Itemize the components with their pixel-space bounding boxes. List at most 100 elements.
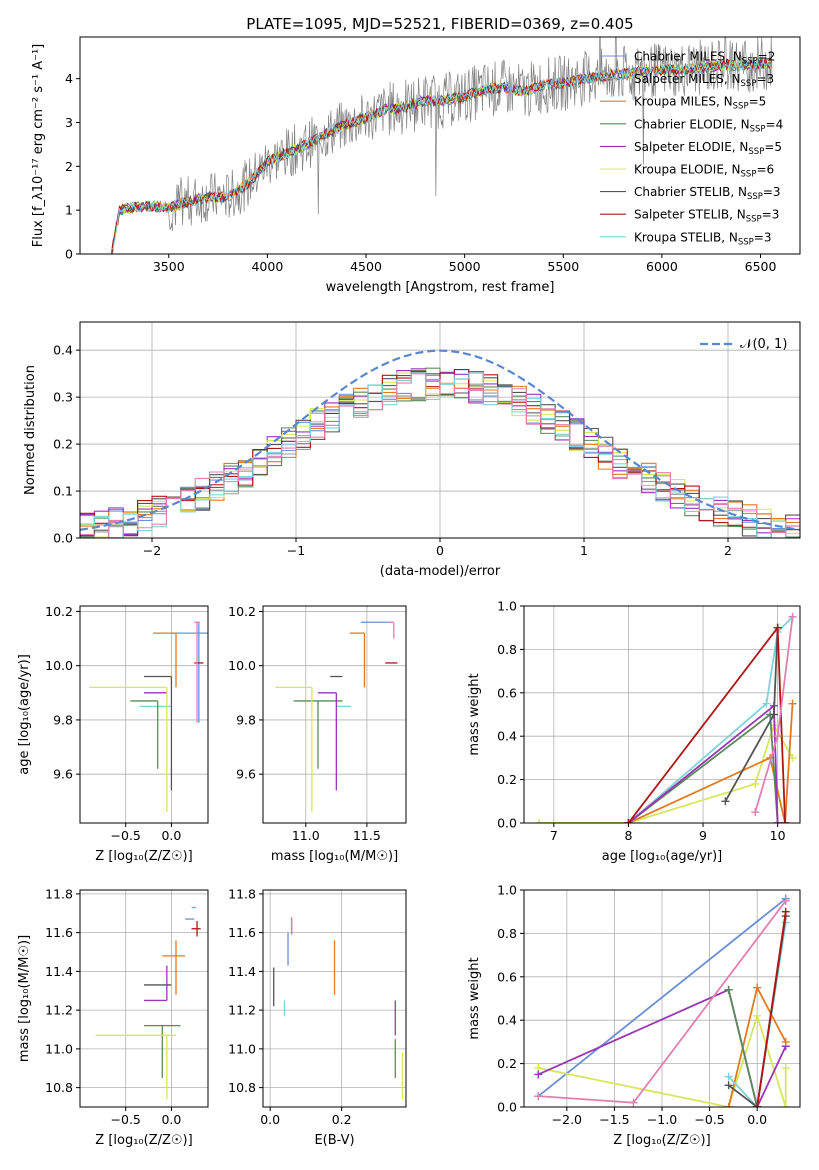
y-tick-label: 0.1 — [53, 484, 73, 499]
y-tick-label: 0 — [65, 247, 73, 262]
mass-weight-marker — [624, 819, 633, 823]
model-spectrum — [111, 57, 772, 254]
mass-weight-marker — [724, 1103, 733, 1107]
panel-residuals: −2 −1 0 1 2 0.0 0.1 0.2 0.3 0.4 (data-model)/error… — [23, 321, 801, 579]
x-tick-label: 1 — [580, 543, 588, 558]
y-tick-label: 1.0 — [497, 599, 517, 614]
y-tick-label: 11.8 — [45, 886, 73, 901]
y-tick-label: 3 — [65, 115, 73, 130]
axes-frame — [79, 889, 209, 1108]
panel-mass_weight_vs_age: 7 8 9 10 0.0 0.2 0.4 0.6 0.8 1.0 age [log₁₀(age/yr… — [467, 599, 801, 864]
mass-weight-marker — [773, 623, 782, 632]
y-tick-label: 0.2 — [53, 437, 73, 452]
x-tick-label: 3500 — [153, 259, 185, 274]
mass-weight-marker — [781, 1103, 790, 1107]
mass-weight-marker — [781, 907, 790, 916]
y-tick-label: 11.2 — [228, 1003, 256, 1018]
y-tick-label: 10.0 — [45, 658, 73, 673]
legend-label: Salpeter MILES, NSSP=3 — [634, 72, 774, 89]
x-axis-label: mass [log₁₀(M/M☉)] — [271, 849, 398, 864]
y-axis-label: Normed distribution — [23, 365, 38, 495]
y-tick-label: 9.8 — [53, 712, 73, 727]
panel-mass_vs_ebv: 0.0 0.2 10.8 11.0 11.2 11.4 11.6 11.8 E(B-V) — [228, 886, 407, 1148]
legend-label: Salpeter ELODIE, NSSP=5 — [634, 140, 782, 157]
x-axis-label: Z [log₁₀(Z/Z☉)] — [95, 1133, 192, 1148]
chart-title: PLATE=1095, MJD=52521, FIBERID=0369, z=0… — [246, 15, 633, 33]
axes-frame — [523, 605, 801, 824]
plot-area — [534, 612, 797, 823]
mass-weight-marker — [534, 1092, 543, 1101]
y-tick-label: 0.2 — [497, 1056, 517, 1071]
x-tick-label: −1 — [287, 543, 305, 558]
legend-label: 𝒩(0, 1) — [740, 337, 787, 352]
x-tick-label: 0.0 — [161, 828, 181, 843]
y-tick-label: 11.4 — [228, 964, 256, 979]
panel-mass_vs_Z: −0.5 0.0 10.8 11.0 11.2 11.4 11.6 11.8 Z [log₁₀(… — [17, 886, 209, 1148]
x-tick-label: 4000 — [251, 259, 283, 274]
model-spectrum — [111, 57, 772, 254]
y-tick-label: 11.0 — [45, 1041, 73, 1056]
mass-weight-marker — [629, 1098, 638, 1107]
legend-label: Chabrier ELODIE, NSSP=4 — [634, 117, 783, 134]
model-spectrum — [111, 58, 772, 254]
mass-weight-marker — [773, 819, 782, 823]
x-tick-label: −0.5 — [694, 1112, 724, 1127]
axes-frame — [79, 36, 801, 255]
x-tick-label: 0 — [436, 543, 444, 558]
x-axis-label: E(B-V) — [314, 1133, 354, 1148]
x-tick-label: 6000 — [646, 259, 678, 274]
legend-label: Salpeter STELIB, NSSP=3 — [634, 208, 779, 225]
y-tick-label: 4 — [65, 71, 73, 86]
y-tick-label: 0.0 — [497, 1100, 517, 1115]
legend-label: Kroupa STELIB, NSSP=3 — [634, 230, 772, 247]
y-tick-label: 1.0 — [497, 883, 517, 898]
x-axis-label: age [log₁₀(age/yr)] — [602, 849, 723, 864]
y-tick-label: 10.8 — [45, 1080, 73, 1095]
x-tick-label: 6500 — [745, 259, 777, 274]
legend-label: Chabrier STELIB, NSSP=3 — [634, 185, 781, 202]
axes-frame — [523, 889, 801, 1108]
mass-weight-marker — [781, 1037, 790, 1046]
y-tick-label: 11.6 — [228, 925, 256, 940]
x-tick-label: 2 — [724, 543, 732, 558]
mass-weight-marker — [788, 612, 797, 621]
model-spectrum — [111, 58, 772, 254]
y-axis-label: mass weight — [467, 673, 482, 755]
y-tick-label: 10.0 — [228, 658, 256, 673]
y-tick-label: 10.2 — [228, 604, 256, 619]
mass-weight-marker — [721, 797, 730, 806]
mass-weight-marker — [724, 985, 733, 994]
mass-weight-marker — [724, 1081, 733, 1090]
panel-age_vs_mass: 11.0 11.5 9.6 9.8 10.0 10.2 mass [log₁₀(M/M☉)] — [228, 604, 407, 864]
mass-weight-marker — [769, 710, 778, 719]
x-tick-label: 11.0 — [292, 828, 320, 843]
x-tick-label: 9 — [699, 828, 707, 843]
y-tick-label: 9.6 — [236, 767, 256, 782]
model-spectrum — [111, 57, 772, 254]
y-tick-label: 0.2 — [497, 772, 517, 787]
x-tick-label: 11.5 — [353, 828, 381, 843]
plot-area — [111, 37, 773, 254]
y-tick-label: 10.2 — [45, 604, 73, 619]
mass-weight-marker — [788, 699, 797, 708]
y-axis-label: Flux [f_λ10⁻¹⁷ erg cm⁻² s⁻¹ A⁻¹] — [31, 44, 46, 248]
legend-label: Chabrier MILES, NSSP=2 — [634, 50, 775, 67]
panel-mass_weight_vs_Z: −2.0 −1.5 −1.0 −0.5 0.0 0.0 0.2 0.4 0.6 0.8 1.0 Z [… — [467, 883, 801, 1148]
y-axis-label: mass weight — [467, 957, 482, 1039]
x-tick-label: 5000 — [449, 259, 481, 274]
mass-weight-line — [537, 897, 787, 1097]
x-tick-label: 0.2 — [332, 1112, 352, 1127]
x-tick-label: 8 — [624, 828, 632, 843]
x-tick-label: 10 — [770, 828, 786, 843]
plot-area — [80, 349, 800, 538]
normal-curve — [80, 349, 800, 531]
y-tick-label: 0.6 — [497, 685, 517, 700]
y-tick-label: 0.4 — [53, 343, 73, 358]
y-tick-label: 11.6 — [45, 925, 73, 940]
x-tick-label: −1.5 — [599, 1112, 629, 1127]
x-tick-label: 7 — [550, 828, 558, 843]
x-axis-label: wavelength [Angstrom, rest frame] — [326, 280, 555, 295]
y-tick-label: 9.6 — [53, 767, 73, 782]
mass-weight-marker — [753, 1103, 762, 1107]
x-tick-label: 0.0 — [747, 1112, 767, 1127]
